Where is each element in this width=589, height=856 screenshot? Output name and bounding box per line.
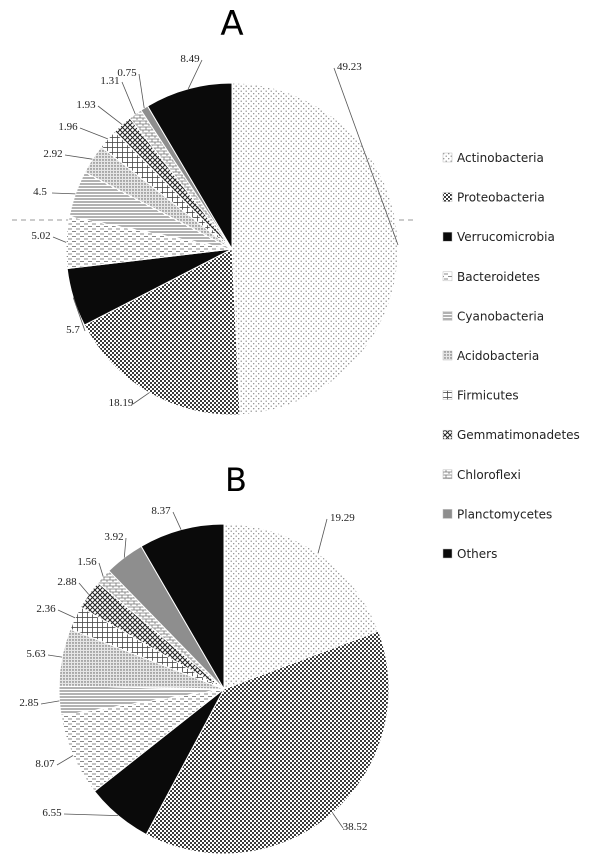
legend-swatch-acidobacteria <box>442 350 453 361</box>
pie-b-leader-planctomycetes <box>123 537 127 558</box>
pie-b-leader-gemmatimonadetes <box>78 582 90 595</box>
pie-b-label-firmicutes: 2.36 <box>36 603 56 615</box>
pie-b-leader-cyanobacteria <box>40 700 60 705</box>
legend-swatch-chloroflexi <box>442 469 453 480</box>
pie-b: 19.29 38.52 6.55 8.07 2.85 5.63 2.36 2.881.56 3.… <box>19 505 390 855</box>
legend-swatch-planctomycetes <box>442 509 453 519</box>
legend-label-bacteroidetes: Bacteroidetes <box>457 270 540 284</box>
pie-b-label-bacteroidetes: 8.07 <box>35 758 55 770</box>
pie-a-leader-bacteroidetes <box>52 236 67 243</box>
pie-a-leader-others <box>187 59 203 90</box>
legend-label-proteobacteria: Proteobacteria <box>457 191 545 205</box>
pie-a-label-firmicutes: 1.96 <box>58 121 78 133</box>
pie-b-leader-chloroflexi <box>98 562 104 577</box>
pie-a-leader-gemmatimonadetes <box>97 105 123 125</box>
legend-label-firmicutes: Firmicutes <box>457 389 519 403</box>
pie-a-leader-proteobacteria <box>132 392 150 405</box>
pie-a-leader-firmicutes <box>79 127 108 140</box>
legend-label-acidobacteria: Acidobacteria <box>457 349 539 363</box>
legend-label-cyanobacteria: Cyanobacteria <box>457 309 544 323</box>
legend-label-verrucomicrobia: Verrucomicrobia <box>457 230 555 244</box>
pie-b-leader-actinobacteria <box>317 518 328 554</box>
pie-a-slice-actinobacteria <box>231 82 399 416</box>
legend-swatch-proteobacteria <box>442 192 453 202</box>
legend-label-actinobacteria: Actinobacteria <box>457 151 544 165</box>
pie-b-title: B <box>225 461 247 499</box>
legend-swatch-bacteroidetes <box>442 271 453 282</box>
pie-a: 49.23 18.19 5.7 5.02 4.5 2.92 1.96 1.93 1.310.75… <box>31 53 399 416</box>
pie-b-label-verrucomicrobia: 6.55 <box>42 807 62 819</box>
pie-b-label-proteobacteria: 38.52 <box>343 821 368 833</box>
pie-a-label-proteobacteria: 18.19 <box>109 397 134 409</box>
pie-b-leader-proteobacteria <box>332 812 344 829</box>
legend-swatch-cyanobacteria <box>442 311 453 321</box>
legend-swatch-verrucomicrobia <box>442 231 453 242</box>
pie-b-leader-bacteroidetes <box>56 755 74 766</box>
legend-label-gemmatimonadetes: Gemmatimonadetes <box>457 428 580 442</box>
pie-a-leader-cyanobacteria <box>51 192 76 195</box>
pie-a-leader-acidobacteria <box>64 154 93 160</box>
pie-b-label-chloroflexi: 1.56 <box>77 556 97 568</box>
legend-swatch-actinobacteria <box>442 152 453 163</box>
legend-swatch-others <box>442 548 453 559</box>
legend-label-others: Others <box>457 547 497 561</box>
pie-b-label-gemmatimonadetes: 2.88 <box>57 576 77 588</box>
pie-b-label-actinobacteria: 19.29 <box>330 512 355 524</box>
pie-b-label-acidobacteria: 5.63 <box>26 648 46 660</box>
pie-a-label-cyanobacteria: 4.5 <box>33 186 47 198</box>
pie-a-label-others: 8.49 <box>180 53 200 65</box>
pie-b-title-group: B <box>225 461 247 499</box>
pie-b-slice-others <box>140 523 225 691</box>
legend: Actinobacteria Proteobacteria Verrucomicro… <box>442 151 580 561</box>
pie-a-label-planctomycetes: 0.75 <box>117 67 137 79</box>
pie-b-label-others: 8.37 <box>151 505 171 517</box>
legend-swatch-firmicutes <box>442 390 453 400</box>
legend-label-planctomycetes: Planctomycetes <box>457 507 552 521</box>
pie-a-label-verrucomicrobia: 5.7 <box>66 324 80 336</box>
pie-a-leader-actinobacteria <box>333 67 399 246</box>
legend-swatch-gemmatimonadetes <box>442 429 453 440</box>
legend-label-chloroflexi: Chloroflexi <box>457 468 521 482</box>
pie-a-title-group: A <box>220 4 243 44</box>
pie-a-label-gemmatimonadetes: 1.93 <box>76 99 96 111</box>
pie-b-leader-acidobacteria <box>47 654 63 658</box>
pie-a-label-chloroflexi: 1.31 <box>100 75 119 87</box>
pie-a-label-actinobacteria: 49.23 <box>337 61 362 73</box>
pie-a-leader-chloroflexi <box>121 81 136 115</box>
pie-a-label-bacteroidetes: 5.02 <box>31 230 50 242</box>
pie-a-label-acidobacteria: 2.92 <box>43 148 62 160</box>
pie-a-leader-verrucomicrobia <box>72 297 86 332</box>
pie-b-label-planctomycetes: 3.92 <box>104 531 123 543</box>
pie-b-label-cyanobacteria: 2.85 <box>19 697 39 709</box>
pie-b-leader-firmicutes <box>57 609 76 619</box>
pie-b-leader-verrucomicrobia <box>63 813 119 816</box>
pie-a-leader-planctomycetes <box>138 73 145 109</box>
pie-b-leader-others <box>172 511 182 530</box>
pie-b-slice-actinobacteria <box>223 523 380 690</box>
pie-a-slice-others <box>146 82 233 251</box>
pie-a-title: A <box>220 4 243 44</box>
